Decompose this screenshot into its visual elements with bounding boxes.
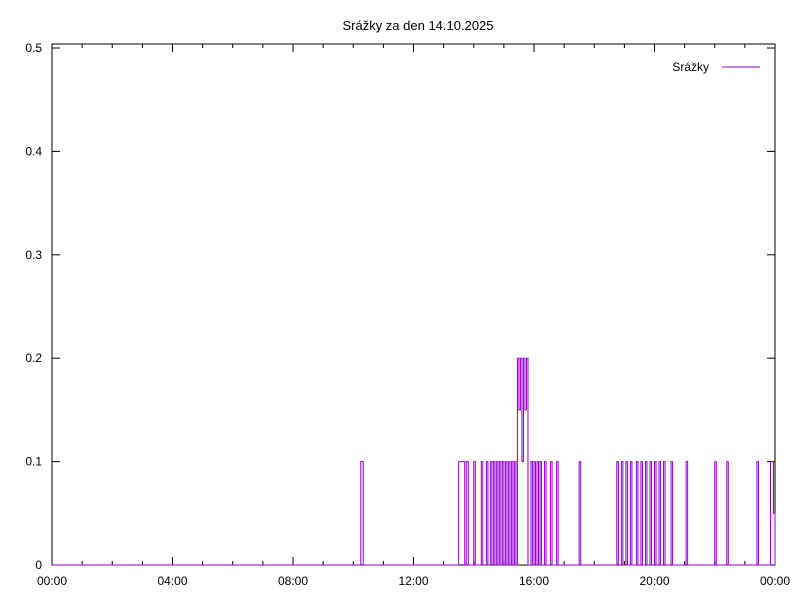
y-tick-label: 0.4 (25, 144, 42, 158)
y-tick-label: 0.3 (25, 248, 42, 262)
y-tick-label: 0.1 (25, 455, 42, 469)
y-tick-label: 0.2 (25, 351, 42, 365)
x-tick-label: 12:00 (398, 574, 428, 588)
x-tick-label: 04:00 (157, 574, 187, 588)
x-tick-label: 00:00 (37, 574, 67, 588)
chart-title: Srážky za den 14.10.2025 (342, 18, 493, 33)
plot-area (51, 43, 776, 566)
x-tick-label: 16:00 (519, 574, 549, 588)
y-tick-label: 0.5 (25, 41, 42, 55)
x-tick-label: 00:00 (760, 574, 790, 588)
y-axis: 0 0.1 0.2 0.3 0.4 0.5 (25, 41, 775, 572)
y-tick-label: 0 (35, 558, 42, 572)
legend: Srážky (672, 60, 760, 74)
legend-label: Srážky (672, 60, 709, 74)
x-tick-label: 20:00 (639, 574, 669, 588)
series-line-srazky (52, 357, 776, 566)
x-axis: 00:00 04:00 08:00 12:00 16:00 20:00 00:00 (37, 44, 790, 588)
x-tick-label: 08:00 (278, 574, 308, 588)
